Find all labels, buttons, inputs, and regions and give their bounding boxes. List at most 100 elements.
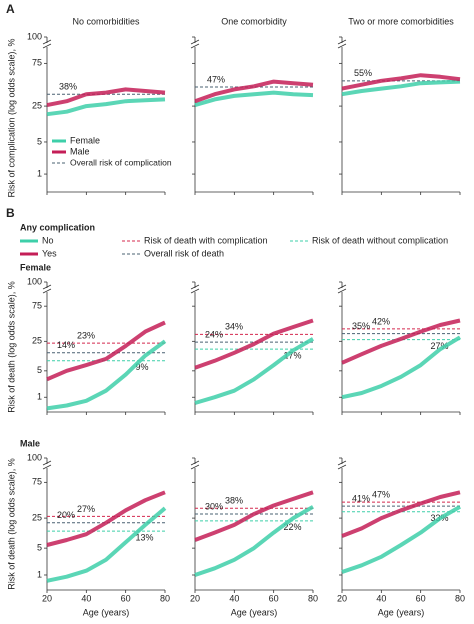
row-title: Male <box>20 438 40 448</box>
reference-label: 30% <box>205 501 223 511</box>
reference-label: 20% <box>57 510 75 520</box>
x-tick-label: 60 <box>121 593 131 603</box>
y-tick-label: 5 <box>37 136 42 146</box>
axis-break <box>42 464 52 470</box>
axis-break <box>42 460 52 466</box>
series-line <box>341 505 461 574</box>
y-tick-label: 100 <box>27 452 42 462</box>
axis-break <box>190 284 200 290</box>
x-tick-label: 60 <box>269 593 279 603</box>
axis-break <box>337 39 347 45</box>
axis-break <box>337 284 347 290</box>
reference-label: 47% <box>207 74 225 84</box>
axis-break <box>190 39 200 45</box>
y-tick-label: 75 <box>32 58 42 68</box>
legend-label: Risk of death without complication <box>312 235 448 245</box>
series-line <box>46 97 166 117</box>
series-line <box>341 318 461 365</box>
axis-break <box>42 43 52 49</box>
y-tick-label: 5 <box>37 365 42 375</box>
y-tick-label: 25 <box>32 512 42 522</box>
series-line <box>194 318 314 370</box>
x-tick-label: 20 <box>337 593 347 603</box>
subplot-title: No comorbidities <box>72 16 140 26</box>
series-line <box>46 339 167 411</box>
legend-label: No <box>42 235 54 245</box>
series-line <box>194 79 314 104</box>
subplot-title: One comorbidity <box>221 16 287 26</box>
series-line <box>341 490 461 538</box>
y-tick-label: 1 <box>37 569 42 579</box>
series-line <box>46 506 167 583</box>
legend-label: Male <box>70 146 90 156</box>
x-tick-label: 40 <box>376 593 386 603</box>
x-tick-label: 80 <box>308 593 318 603</box>
reference-label: 47% <box>372 490 390 500</box>
reference-label: 13% <box>136 533 154 543</box>
panel-label: A <box>6 2 15 16</box>
axis-break <box>42 288 52 294</box>
series-line <box>46 490 166 547</box>
row-title: Female <box>20 262 51 272</box>
y-tick-label: 100 <box>27 276 42 286</box>
y-tick-label: 1 <box>37 392 42 402</box>
subplot-title: Two or more comorbidities <box>348 16 454 26</box>
y-axis-label: Risk of complication (log odds scale), % <box>6 38 16 197</box>
legend-label: Overall risk of death <box>144 248 224 258</box>
series-line <box>194 505 314 577</box>
reference-label: 9% <box>136 362 149 372</box>
y-tick-label: 25 <box>32 100 42 110</box>
reference-label: 27% <box>77 504 95 514</box>
reference-label: 34% <box>225 322 243 332</box>
axis-break <box>190 460 200 466</box>
x-tick-label: 20 <box>190 593 200 603</box>
reference-label: 41% <box>352 494 370 504</box>
axis-break <box>190 464 200 470</box>
axis-break <box>190 43 200 49</box>
y-tick-label: 75 <box>32 301 42 311</box>
series-line <box>194 90 314 108</box>
x-axis-label: Age (years) <box>378 607 425 617</box>
x-axis-label: Age (years) <box>231 607 278 617</box>
reference-label: 17% <box>284 350 302 360</box>
series-line <box>341 335 462 400</box>
reference-label: 22% <box>284 522 302 532</box>
x-tick-label: 60 <box>416 593 426 603</box>
y-tick-label: 25 <box>32 336 42 346</box>
reference-label: 42% <box>372 316 390 326</box>
series-line <box>194 490 314 542</box>
x-tick-label: 40 <box>229 593 239 603</box>
y-axis-label: Risk of death (log odds scale), % <box>6 458 16 590</box>
legend-label: Risk of death with complication <box>144 235 268 245</box>
axis-break <box>337 288 347 294</box>
axis-break <box>190 288 200 294</box>
y-tick-label: 75 <box>32 477 42 487</box>
x-tick-label: 80 <box>455 593 465 603</box>
y-tick-label: 1 <box>37 168 42 178</box>
x-tick-label: 20 <box>42 593 52 603</box>
y-axis-label: Risk of death (log odds scale), % <box>6 281 16 413</box>
panel-label: B <box>6 206 15 220</box>
axis-break <box>42 284 52 290</box>
x-tick-label: 40 <box>81 593 91 603</box>
axis-break <box>337 460 347 466</box>
legend-label: Yes <box>42 248 57 258</box>
axis-break <box>337 43 347 49</box>
x-axis-label: Age (years) <box>83 607 130 617</box>
series-line <box>46 87 166 108</box>
axis-break <box>42 39 52 45</box>
legend-label: Overall risk of complication <box>70 157 172 167</box>
series-line <box>46 320 166 382</box>
legend-title: Any complication <box>20 222 95 232</box>
x-tick-label: 80 <box>160 593 170 603</box>
reference-label: 38% <box>59 82 77 92</box>
series-line <box>341 79 461 97</box>
reference-label: 24% <box>205 330 223 340</box>
y-tick-label: 100 <box>27 31 42 41</box>
legend-label: Female <box>70 135 100 145</box>
series-line <box>341 73 461 91</box>
reference-label: 55% <box>354 68 372 78</box>
y-tick-label: 5 <box>37 543 42 553</box>
reference-label: 35% <box>352 321 370 331</box>
